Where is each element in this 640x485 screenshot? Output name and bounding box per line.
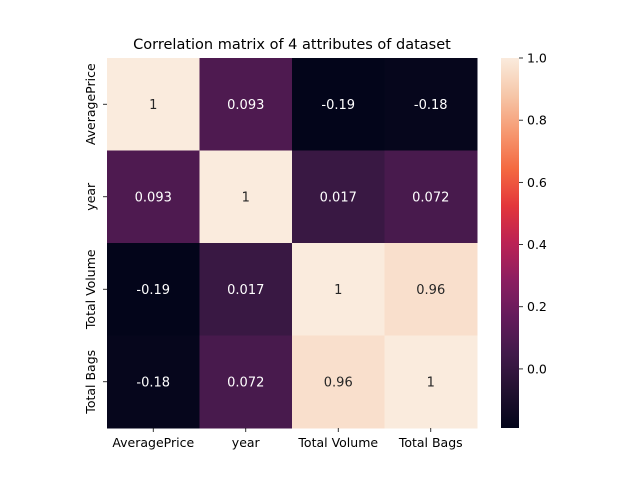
- heatmap-cell: [107, 58, 200, 151]
- chart-title: Correlation matrix of 4 attributes of da…: [133, 37, 451, 53]
- y-tick-label: AveragePrice: [83, 63, 98, 145]
- y-tick-label: year: [83, 182, 98, 211]
- cell-annotation: 0.093: [227, 98, 264, 113]
- heatmap-cell: [107, 335, 200, 429]
- heatmap-cell: [292, 58, 385, 151]
- cell-annotation: 0.093: [135, 190, 172, 205]
- heatmap-cell: [199, 335, 293, 429]
- cell-annotation: 1: [242, 190, 250, 205]
- colorbar-tick-label: 1.0: [527, 51, 547, 66]
- heatmap-annotations: 1 0.093 -0.19 -0.18 0.093 1 0.017 0.072 -0.19 0.0…: [135, 98, 450, 391]
- heatmap-cell: [107, 150, 200, 244]
- cell-annotation: 0.072: [227, 375, 264, 390]
- heatmap-cells: [107, 58, 478, 429]
- heatmap-cell: [199, 150, 293, 244]
- heatmap-cell: [384, 335, 478, 429]
- colorbar-tick-label: 0.2: [527, 299, 547, 314]
- colorbar-tick-label: 0.0: [527, 361, 547, 376]
- cell-annotation: 1: [334, 283, 342, 298]
- cell-annotation: 0.017: [227, 283, 264, 298]
- cell-annotation: 1: [427, 375, 435, 390]
- heatmap-cell: [292, 243, 385, 336]
- y-tick-label: Total Bags: [83, 350, 98, 415]
- cell-annotation: -0.18: [414, 98, 448, 113]
- heatmap-cell: [107, 243, 200, 336]
- cell-annotation: 0.96: [416, 283, 445, 298]
- heatmap-cell: [384, 58, 478, 151]
- cell-annotation: 0.072: [412, 190, 449, 205]
- cell-annotation: 0.96: [324, 375, 353, 390]
- y-axis: AveragePrice year Total Volume Total Bags: [83, 63, 107, 415]
- cell-annotation: -0.19: [321, 98, 355, 113]
- colorbar-tick-label: 0.4: [527, 237, 547, 252]
- cell-annotation: -0.18: [136, 375, 170, 390]
- x-axis: AveragePrice year Total Volume Total Bags: [112, 428, 463, 450]
- cell-annotation: -0.19: [136, 283, 170, 298]
- x-tick-label: Total Volume: [297, 435, 378, 450]
- x-tick-label: year: [232, 435, 261, 450]
- heatmap-cell: [384, 243, 478, 336]
- cell-annotation: 1: [149, 98, 157, 113]
- colorbar-gradient: [501, 58, 519, 428]
- heatmap-cell: [199, 58, 293, 151]
- x-tick-label: Total Bags: [398, 435, 463, 450]
- y-tick-label: Total Volume: [83, 249, 98, 330]
- colorbar-tick-label: 0.8: [527, 113, 547, 128]
- heatmap-cell: [292, 335, 385, 429]
- colorbar: 0.0 0.2 0.4 0.6 0.8 1.0: [501, 51, 547, 428]
- x-tick-label: AveragePrice: [112, 435, 194, 450]
- heatmap-cell: [292, 150, 385, 244]
- heatmap-cell: [199, 243, 293, 336]
- heatmap-cell: [384, 150, 478, 244]
- colorbar-tick-label: 0.6: [527, 175, 547, 190]
- cell-annotation: 0.017: [320, 190, 357, 205]
